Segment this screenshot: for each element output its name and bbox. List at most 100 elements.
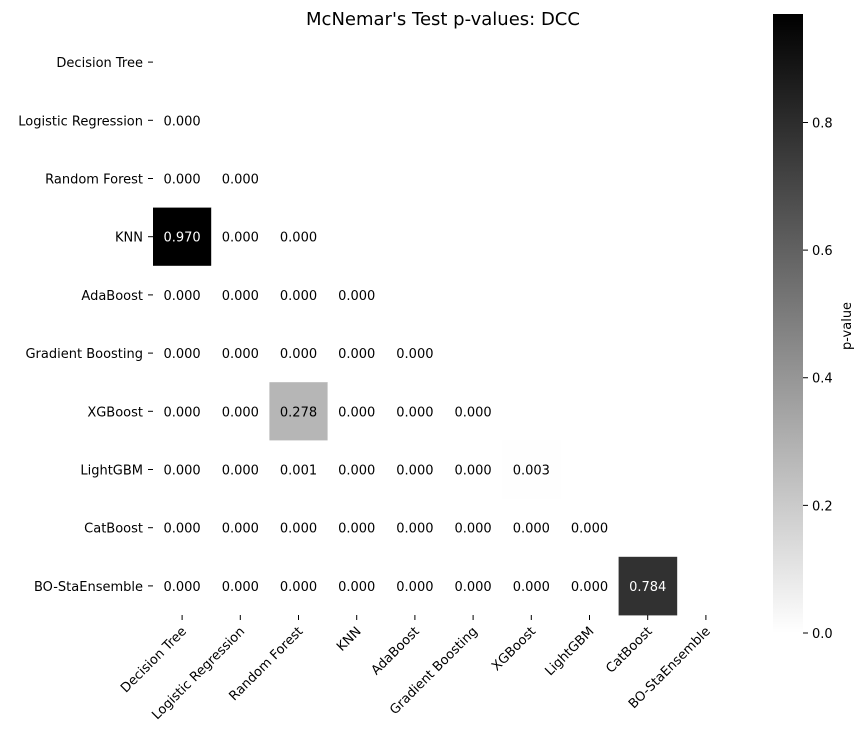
y-tick-label: XGBoost <box>87 405 143 420</box>
x-tick-label: CatBoost <box>603 624 655 676</box>
heatmap-cell <box>444 498 503 558</box>
cell-annotation: 0.000 <box>222 231 259 246</box>
heatmap-cell <box>327 382 387 441</box>
cell-annotation: 0.278 <box>280 405 317 420</box>
cell-annotation: 0.000 <box>280 522 317 537</box>
colorbar-gradient <box>773 14 803 633</box>
heatmap-cell <box>211 324 270 383</box>
cell-annotation: 0.000 <box>513 522 550 537</box>
cell-annotation: 0.000 <box>454 405 491 420</box>
cell-annotation: 0.000 <box>222 405 259 420</box>
heatmap-cell <box>153 91 212 150</box>
cell-annotation: 0.000 <box>454 580 491 595</box>
cell-annotation: 0.000 <box>338 289 375 304</box>
colorbar-tick-label: 0.2 <box>812 499 833 514</box>
heatmap-cell <box>618 556 678 616</box>
y-tick-label: CatBoost <box>84 522 143 537</box>
cell-annotation: 0.000 <box>222 580 259 595</box>
cell-annotation: 0.000 <box>222 464 259 479</box>
heatmap-cell <box>153 498 212 558</box>
heatmap-cell <box>327 440 387 499</box>
x-tick-label: KNN <box>334 624 364 654</box>
heatmap-cell <box>327 498 387 558</box>
colorbar-label: p-value <box>840 302 855 350</box>
heatmap-cell <box>327 324 387 383</box>
heatmap-cells <box>153 91 678 616</box>
y-tick-label: AdaBoost <box>81 289 143 304</box>
cell-annotation: 0.000 <box>163 114 200 129</box>
heatmap-cell <box>211 149 270 208</box>
heatmap-cell <box>153 440 212 499</box>
heatmap-cell <box>211 265 270 325</box>
cell-annotation: 0.000 <box>513 580 550 595</box>
y-tick-label: KNN <box>115 231 143 246</box>
heatmap-cell <box>269 265 328 325</box>
cell-annotation: 0.000 <box>338 347 375 362</box>
heatmap-cell <box>385 382 445 441</box>
heatmap-cell <box>444 440 503 499</box>
y-tick-label: Decision Tree <box>56 56 143 71</box>
cell-annotation: 0.000 <box>338 405 375 420</box>
heatmap-cell <box>444 556 503 616</box>
cell-annotation: 0.000 <box>280 231 317 246</box>
heatmap-cell <box>502 440 561 499</box>
heatmap-cell <box>269 324 328 383</box>
cell-annotation: 0.000 <box>338 522 375 537</box>
cell-annotation: 0.000 <box>396 580 433 595</box>
cell-annotation: 0.000 <box>222 522 259 537</box>
heatmap-cell <box>327 265 387 325</box>
cell-annotation: 0.000 <box>396 522 433 537</box>
cell-annotation: 0.000 <box>163 464 200 479</box>
x-tick-label: XGBoost <box>489 624 539 674</box>
heatmap-cell <box>444 382 503 441</box>
cell-annotation: 0.000 <box>571 580 608 595</box>
heatmap-cell <box>211 207 270 267</box>
y-tick-label: Random Forest <box>45 173 143 188</box>
cell-annotation: 0.000 <box>163 347 200 362</box>
cell-annotation: 0.000 <box>396 405 433 420</box>
heatmap-cell <box>327 556 387 616</box>
heatmap-cell <box>153 324 212 383</box>
heatmap-cell <box>211 498 270 558</box>
cell-annotation: 0.000 <box>163 405 200 420</box>
y-axis-tick-labels: Decision Tree Logistic Regression Random F… <box>18 56 153 595</box>
cell-annotation: 0.970 <box>163 231 200 246</box>
colorbar-ticks: 0.0 0.2 0.4 0.6 0.8 <box>803 116 833 642</box>
cell-annotation: 0.001 <box>280 464 317 479</box>
colorbar-tick-label: 0.6 <box>812 244 833 259</box>
heatmap-cell <box>153 207 212 267</box>
cell-annotation: 0.000 <box>222 347 259 362</box>
colorbar-tick-label: 0.4 <box>812 372 833 387</box>
cell-annotation: 0.000 <box>396 347 433 362</box>
heatmap-cell <box>269 498 328 558</box>
heatmap-cell <box>385 440 445 499</box>
y-tick-label: LightGBM <box>80 464 143 479</box>
cell-annotation: 0.000 <box>222 289 259 304</box>
cell-annotation: 0.000 <box>571 522 608 537</box>
heatmap-cell <box>269 382 328 441</box>
cell-annotation: 0.000 <box>280 580 317 595</box>
heatmap-cell <box>153 149 212 208</box>
cell-annotation: 0.000 <box>338 580 375 595</box>
chart-title: McNemar's Test p-values: DCC <box>306 9 580 30</box>
heatmap-cell <box>153 556 212 616</box>
cell-annotation: 0.000 <box>396 464 433 479</box>
heatmap-cell <box>211 556 270 616</box>
cell-annotation: 0.000 <box>163 289 200 304</box>
cell-annotation: 0.000 <box>163 522 200 537</box>
x-tick-label: LightGBM <box>542 624 597 679</box>
cell-annotation: 0.000 <box>280 347 317 362</box>
heatmap-cell <box>153 382 212 441</box>
heatmap-cell <box>502 498 561 558</box>
cell-annotation: 0.000 <box>280 289 317 304</box>
y-tick-label: Logistic Regression <box>18 114 143 129</box>
cell-annotation: 0.784 <box>629 580 666 595</box>
y-tick-label: BO-StaEnsemble <box>34 580 143 595</box>
colorbar-tick-label: 0.8 <box>812 116 833 131</box>
colorbar: 0.0 0.2 0.4 0.6 0.8 p-value <box>773 14 855 642</box>
colorbar-tick-label: 0.0 <box>812 627 833 642</box>
heatmap-cell <box>269 440 328 499</box>
cell-annotation: 0.000 <box>454 522 491 537</box>
